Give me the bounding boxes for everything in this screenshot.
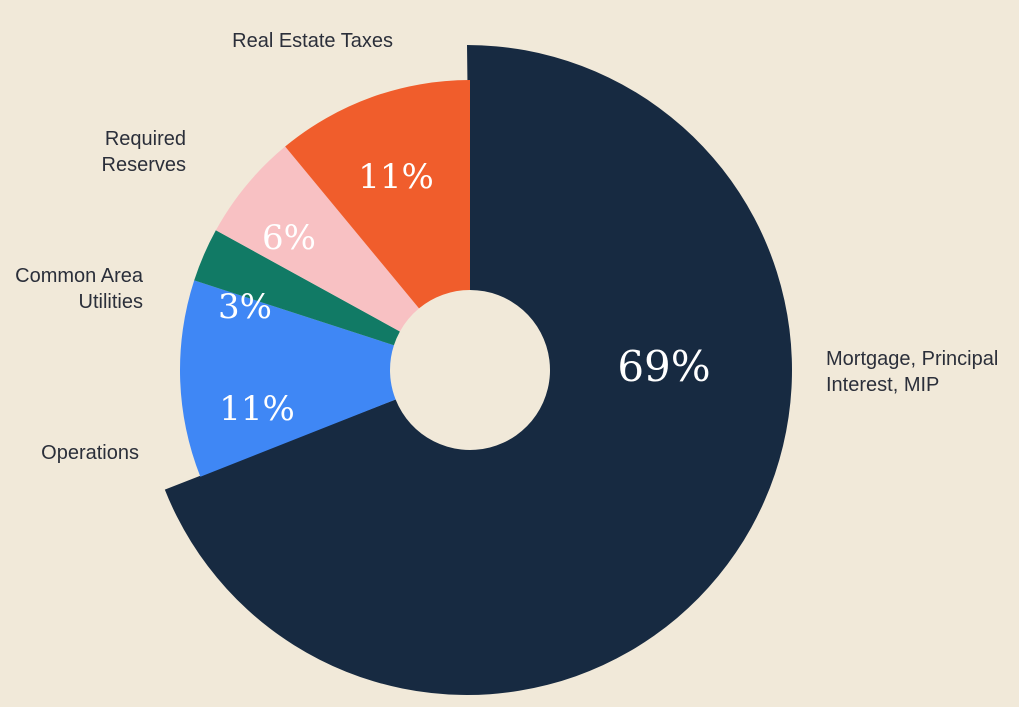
value-label-required-reserves: 6% [262, 218, 316, 258]
value-label-real-estate-taxes: 11% [358, 157, 434, 197]
category-label-real-estate-taxes: Real Estate Taxes [232, 30, 393, 52]
slice-mortgage-principal-interest-mip [164, 45, 792, 695]
slice-common-area-utilities [194, 230, 400, 346]
category-label-common-area-utilities: Common Area Utilities [15, 265, 144, 313]
category-label-required-reserves: Required Reserves [102, 128, 186, 176]
slice-operations [179, 280, 396, 477]
category-label-mortgage-principal-interest-mip: Mortgage, Principal Interest, MIP [826, 348, 998, 396]
value-label-common-area-utilities: 3% [218, 287, 272, 327]
slice-required-reserves [215, 146, 420, 332]
slice-real-estate-taxes [285, 80, 470, 309]
value-label-mortgage-principal-interest-mip: 69% [617, 342, 710, 391]
category-label-operations: Operations [41, 442, 139, 464]
value-label-operations: 11% [219, 389, 295, 429]
